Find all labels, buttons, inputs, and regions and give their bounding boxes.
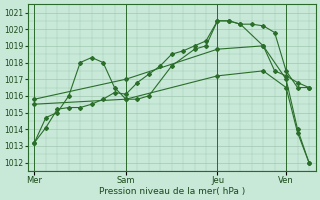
X-axis label: Pression niveau de la mer( hPa ): Pression niveau de la mer( hPa ) <box>99 187 245 196</box>
